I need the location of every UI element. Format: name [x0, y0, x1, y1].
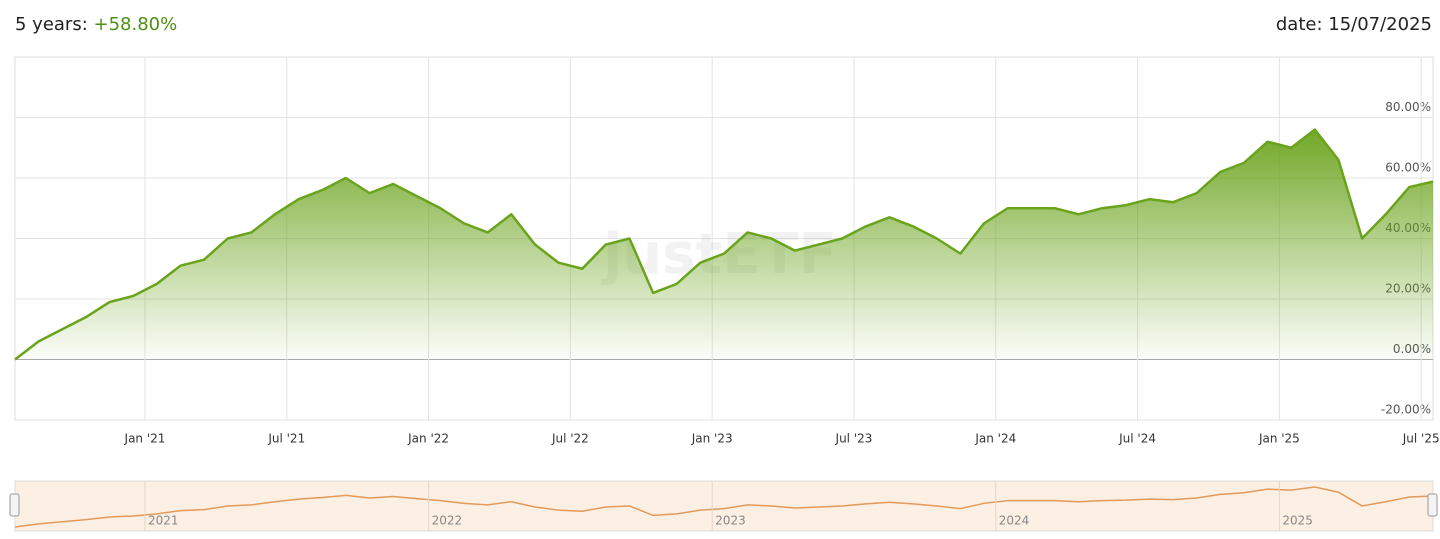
navigator-tick-label: 2022: [432, 514, 463, 528]
navigator-tick-label: 2024: [999, 514, 1030, 528]
navigator: [14, 480, 1434, 532]
y-tick-label: 60.00%: [1385, 161, 1431, 175]
x-tick-label: Jul '22: [551, 432, 589, 446]
y-tick-label: 80.00%: [1385, 100, 1431, 114]
navigator-tick-label: 2023: [715, 514, 746, 528]
navigator-tick-label: 2025: [1282, 514, 1313, 528]
navigator-line: [14, 486, 1434, 528]
x-tick-label: Jan '22: [407, 432, 449, 446]
x-tick-label: Jan '24: [974, 432, 1016, 446]
x-tick-label: Jan '23: [691, 432, 733, 446]
y-tick-label: -20.00%: [1381, 403, 1431, 417]
area: [15, 129, 1433, 360]
navigator-handle[interactable]: [1427, 493, 1438, 517]
subtitle: +58.80%: [94, 14, 178, 35]
x-tick-label: Jul '24: [1118, 432, 1156, 446]
chart-title: 5 years: +58.80%: [15, 14, 177, 35]
navigator-handle[interactable]: [9, 493, 20, 517]
x-tick-label: Jan '21: [124, 432, 166, 446]
x-tick-label: Jan '25: [1258, 432, 1300, 446]
title: 5 years:: [15, 14, 88, 35]
date-label: date: 15/07/2025: [1276, 14, 1432, 35]
plot: [14, 128, 1434, 361]
line: [14, 128, 1434, 361]
x-tick-label: Jul '23: [835, 432, 873, 446]
x-tick-label: Jul '25: [1402, 432, 1440, 446]
navigator-tick-label: 2021: [148, 514, 179, 528]
x-tick-label: Jul '21: [267, 432, 305, 446]
navigator-content: 2021 2022 2023 2024 2025: [14, 481, 1434, 531]
